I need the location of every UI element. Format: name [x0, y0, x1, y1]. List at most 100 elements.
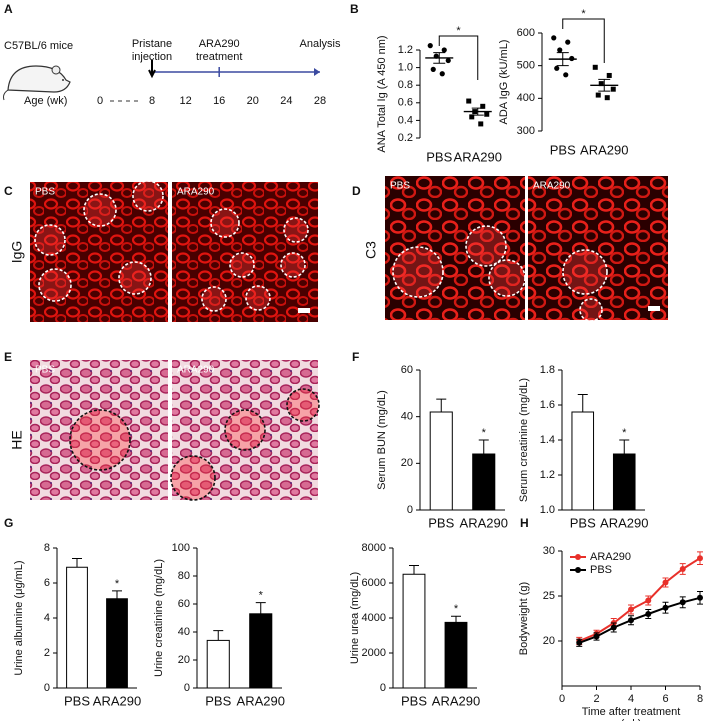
- event-label: Pristane: [132, 38, 172, 50]
- micrograph: [528, 176, 668, 320]
- panel-label: E: [4, 350, 12, 364]
- legend-marker: [575, 554, 581, 560]
- sem-bar: [471, 107, 484, 116]
- x-tick-label: PBS: [205, 693, 231, 708]
- timeline-tick-label: 0: [97, 95, 103, 107]
- y-tick-label: 80: [178, 570, 190, 582]
- stain-label: IgG: [9, 241, 25, 264]
- legend-marker: [575, 567, 581, 573]
- y-tick-label: 1.0: [398, 62, 413, 74]
- y-tick-label: 1.8: [540, 364, 555, 376]
- glomerulus-highlight: [118, 261, 152, 295]
- glomerulus-highlight: [83, 193, 117, 227]
- x-tick-label: ARA290: [460, 515, 508, 530]
- data-point: [628, 606, 634, 613]
- legend-label: ARA290: [590, 551, 631, 563]
- bar: [206, 639, 230, 689]
- timeline-arrowhead: [314, 68, 320, 76]
- mouse-icon: [3, 65, 71, 101]
- y-tick-label: 0.4: [398, 114, 413, 126]
- bar: [612, 453, 636, 511]
- group-label: ARA290: [533, 181, 571, 192]
- panel-label: A: [4, 2, 13, 16]
- strain-label: C57BL/6 mice: [4, 40, 73, 52]
- y-tick-label: 20: [178, 654, 190, 666]
- panel-label: F: [352, 350, 359, 364]
- bar: [571, 411, 595, 511]
- bar: [249, 613, 273, 689]
- data-point: [551, 35, 557, 41]
- y-tick-label: 40: [401, 411, 413, 423]
- data-point: [445, 57, 451, 64]
- y-tick-label: 25: [543, 590, 555, 602]
- data-point: [576, 639, 583, 646]
- data-point: [565, 39, 571, 45]
- y-tick-label: 1.2: [540, 469, 555, 481]
- y-tick-label: 0: [380, 682, 386, 694]
- error-bar: [619, 439, 630, 454]
- glomerulus-highlight: [245, 285, 271, 311]
- glomerulus-highlight: [224, 409, 266, 451]
- event-arrow: [148, 60, 156, 79]
- x-tick-label: PBS: [426, 149, 452, 164]
- significance-bracket: [438, 35, 479, 80]
- bar: [444, 621, 468, 689]
- data-point: [466, 98, 472, 104]
- glomerulus-highlight: [280, 252, 306, 278]
- sem-bar: [598, 78, 611, 92]
- glomerulus-highlight: [465, 225, 507, 267]
- sem-bar: [433, 52, 446, 64]
- data-point: [697, 555, 703, 562]
- y-tick-label: 100: [172, 542, 190, 554]
- data-point: [645, 597, 652, 604]
- glomerulus-highlight: [170, 455, 216, 501]
- error-bar: [409, 565, 419, 575]
- series-line: [578, 596, 701, 644]
- data-point: [628, 617, 634, 624]
- y-tick-label: 1.2: [398, 44, 413, 56]
- data-point: [662, 579, 669, 586]
- error-bar: [451, 615, 461, 623]
- glomerulus-highlight: [132, 180, 164, 212]
- timeline-tick-label: 12: [179, 95, 191, 107]
- micrograph: [172, 360, 318, 500]
- sem-bar: [556, 52, 569, 67]
- data-point: [593, 633, 600, 640]
- glomerulus-highlight: [579, 298, 603, 322]
- data-point: [610, 624, 617, 631]
- y-tick-label: 0.6: [398, 97, 413, 109]
- glomerulus-highlight: [34, 224, 66, 256]
- y-tick-label: 600: [517, 27, 535, 39]
- micrograph: [30, 360, 168, 500]
- glomerulus-highlight: [562, 249, 608, 295]
- x-tick-label: PBS: [64, 693, 90, 708]
- data-point: [439, 71, 445, 77]
- micrograph: [30, 182, 168, 322]
- significance: *: [581, 8, 586, 20]
- data-point: [679, 599, 686, 606]
- y-tick-label: 60: [178, 598, 190, 610]
- y-axis-label: Bodyweight (g): [518, 582, 530, 655]
- y-tick-label: 20: [543, 635, 555, 647]
- timeline-tick-label: 8: [149, 95, 155, 107]
- glomerulus-highlight: [38, 268, 72, 302]
- y-axis-label: Serum creatinine (mg/dL): [518, 378, 530, 502]
- y-tick-label: 6: [44, 577, 50, 589]
- bar: [66, 566, 88, 689]
- data-point: [484, 111, 490, 117]
- data-point: [430, 66, 436, 72]
- x-tick-label: 4: [628, 693, 634, 705]
- y-tick-label: 20: [401, 457, 413, 469]
- micrograph: [172, 182, 318, 322]
- data-point: [598, 81, 604, 87]
- event-label: treatment: [196, 51, 242, 63]
- bar: [429, 411, 453, 511]
- x-tick-label: 2: [593, 693, 599, 705]
- panel-label: C: [4, 184, 13, 198]
- bar: [106, 598, 128, 689]
- glomerulus-highlight: [488, 259, 526, 297]
- data-point: [697, 594, 703, 601]
- glomerulus-highlight: [392, 246, 444, 298]
- error-bar: [577, 394, 588, 412]
- y-axis-label: ANA Total Ig (A 450 nm): [376, 35, 388, 152]
